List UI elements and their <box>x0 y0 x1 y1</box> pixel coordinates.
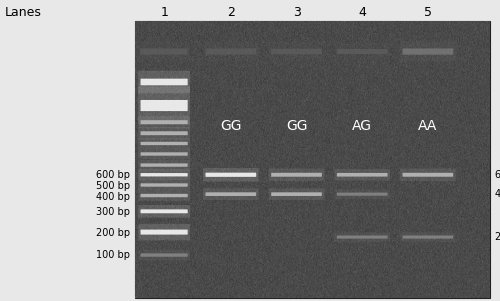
Text: 222 bp: 222 bp <box>495 232 500 242</box>
FancyBboxPatch shape <box>271 192 322 196</box>
Text: 400 bp: 400 bp <box>96 192 130 202</box>
FancyBboxPatch shape <box>138 169 190 180</box>
FancyBboxPatch shape <box>203 41 258 62</box>
FancyBboxPatch shape <box>402 235 453 239</box>
Text: 200 bp: 200 bp <box>96 228 130 238</box>
FancyBboxPatch shape <box>271 49 322 54</box>
FancyBboxPatch shape <box>402 48 453 54</box>
Text: 3: 3 <box>292 5 300 19</box>
FancyBboxPatch shape <box>138 86 190 125</box>
Text: AA: AA <box>418 119 438 133</box>
FancyBboxPatch shape <box>140 230 188 234</box>
Bar <box>135 21 490 298</box>
Text: 2: 2 <box>227 5 235 19</box>
Text: 447 bp: 447 bp <box>495 189 500 199</box>
FancyBboxPatch shape <box>138 138 190 149</box>
FancyBboxPatch shape <box>138 224 190 240</box>
FancyBboxPatch shape <box>140 48 188 54</box>
FancyBboxPatch shape <box>138 149 190 159</box>
FancyBboxPatch shape <box>140 100 188 111</box>
FancyBboxPatch shape <box>206 173 256 177</box>
FancyBboxPatch shape <box>334 232 390 242</box>
FancyBboxPatch shape <box>337 173 388 177</box>
FancyBboxPatch shape <box>138 205 190 218</box>
FancyBboxPatch shape <box>138 127 190 139</box>
FancyBboxPatch shape <box>140 209 188 213</box>
FancyBboxPatch shape <box>140 120 188 124</box>
FancyBboxPatch shape <box>138 71 190 93</box>
Text: 5: 5 <box>424 5 432 19</box>
Text: GG: GG <box>220 119 242 133</box>
Text: Lanes: Lanes <box>5 5 42 19</box>
FancyBboxPatch shape <box>203 168 258 182</box>
FancyBboxPatch shape <box>400 41 456 62</box>
FancyBboxPatch shape <box>138 190 190 201</box>
Text: 300 bp: 300 bp <box>96 207 130 217</box>
FancyBboxPatch shape <box>334 169 390 181</box>
FancyBboxPatch shape <box>140 194 188 197</box>
Text: AG: AG <box>352 119 372 133</box>
Text: 100 bp: 100 bp <box>96 250 130 260</box>
FancyBboxPatch shape <box>140 131 188 135</box>
FancyBboxPatch shape <box>402 173 453 177</box>
FancyBboxPatch shape <box>271 173 322 177</box>
FancyBboxPatch shape <box>337 235 388 239</box>
FancyBboxPatch shape <box>140 79 188 85</box>
FancyBboxPatch shape <box>140 163 188 167</box>
Text: 600 bp: 600 bp <box>96 170 130 180</box>
FancyBboxPatch shape <box>400 232 456 242</box>
Text: 4: 4 <box>358 5 366 19</box>
FancyBboxPatch shape <box>268 169 324 181</box>
FancyBboxPatch shape <box>203 188 258 200</box>
FancyBboxPatch shape <box>334 43 390 60</box>
FancyBboxPatch shape <box>268 188 324 200</box>
FancyBboxPatch shape <box>138 116 190 129</box>
FancyBboxPatch shape <box>337 49 388 54</box>
FancyBboxPatch shape <box>206 48 256 54</box>
FancyBboxPatch shape <box>268 42 324 61</box>
FancyBboxPatch shape <box>140 173 188 176</box>
Text: 500 bp: 500 bp <box>96 181 130 191</box>
FancyBboxPatch shape <box>140 142 188 145</box>
FancyBboxPatch shape <box>138 160 190 170</box>
FancyBboxPatch shape <box>140 253 188 257</box>
Text: 1: 1 <box>160 5 168 19</box>
FancyBboxPatch shape <box>206 192 256 196</box>
FancyBboxPatch shape <box>140 183 188 187</box>
FancyBboxPatch shape <box>337 193 388 196</box>
Text: GG: GG <box>286 119 308 133</box>
FancyBboxPatch shape <box>140 152 188 156</box>
FancyBboxPatch shape <box>334 189 390 199</box>
FancyBboxPatch shape <box>138 180 190 190</box>
Text: 630 bp: 630 bp <box>495 170 500 180</box>
FancyBboxPatch shape <box>138 41 190 62</box>
FancyBboxPatch shape <box>138 250 190 260</box>
FancyBboxPatch shape <box>400 169 456 181</box>
